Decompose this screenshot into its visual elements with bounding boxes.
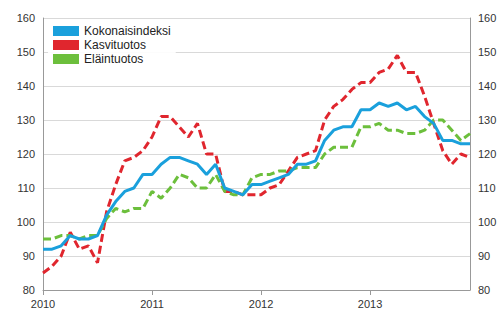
svg-text:150: 150 — [478, 46, 496, 58]
svg-text:80: 80 — [23, 284, 35, 296]
svg-text:90: 90 — [23, 250, 35, 262]
svg-text:80: 80 — [478, 284, 490, 296]
svg-text:160: 160 — [478, 12, 496, 24]
svg-text:Eläintuotos: Eläintuotos — [84, 52, 143, 66]
svg-text:110: 110 — [478, 182, 496, 194]
svg-text:2012: 2012 — [249, 298, 273, 310]
svg-text:110: 110 — [17, 182, 35, 194]
svg-text:2011: 2011 — [140, 298, 164, 310]
svg-text:130: 130 — [478, 114, 496, 126]
svg-text:140: 140 — [478, 80, 496, 92]
svg-text:Kasvituotos: Kasvituotos — [84, 38, 146, 52]
svg-text:130: 130 — [17, 114, 35, 126]
svg-text:90: 90 — [478, 250, 490, 262]
svg-text:150: 150 — [17, 46, 35, 58]
svg-text:120: 120 — [17, 148, 35, 160]
svg-text:2013: 2013 — [358, 298, 382, 310]
svg-text:2010: 2010 — [31, 298, 55, 310]
svg-text:Kokonaisindeksi: Kokonaisindeksi — [84, 24, 171, 38]
svg-text:100: 100 — [478, 216, 496, 228]
svg-text:100: 100 — [17, 216, 35, 228]
svg-text:140: 140 — [17, 80, 35, 92]
svg-text:120: 120 — [478, 148, 496, 160]
svg-text:160: 160 — [17, 12, 35, 24]
